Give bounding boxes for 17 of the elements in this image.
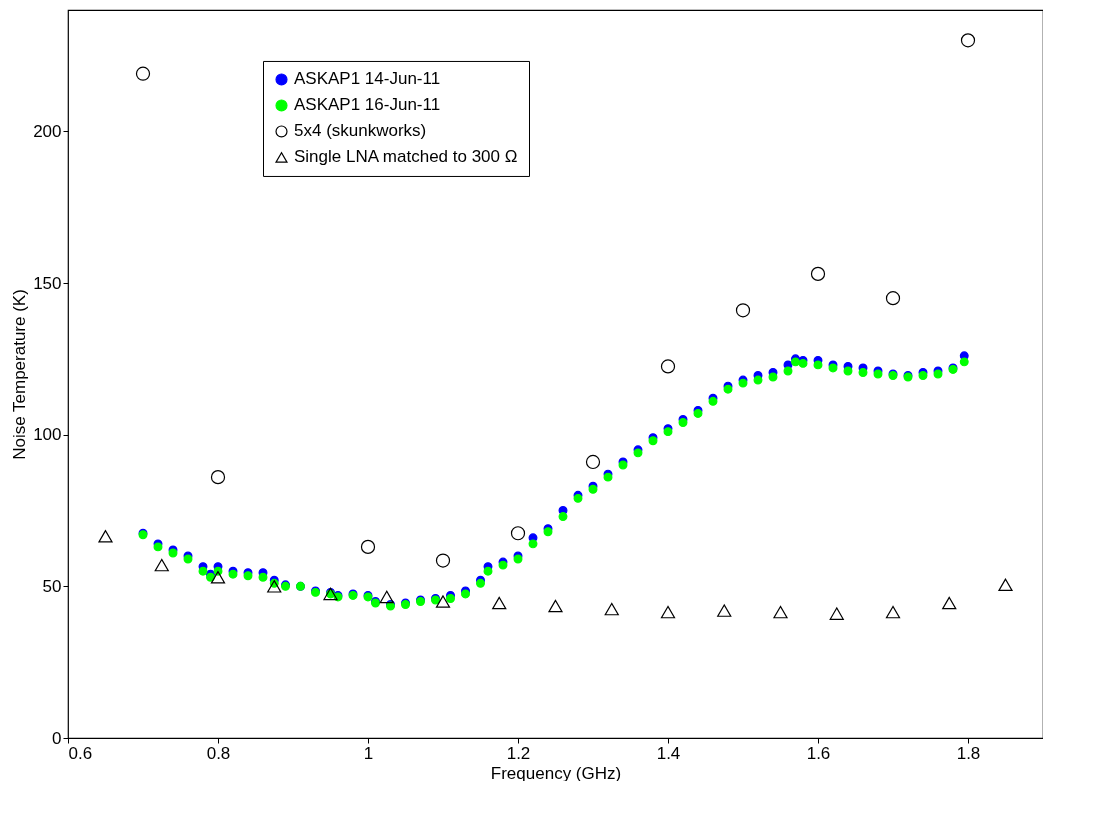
y-tick-label: 50 bbox=[42, 576, 62, 596]
legend-label: ASKAP1 16-Jun-11 bbox=[294, 95, 441, 115]
legend-label: Single LNA matched to 300 Ω bbox=[294, 147, 518, 167]
x-tick-label: 1 bbox=[363, 743, 374, 763]
y-tick-label: 200 bbox=[33, 121, 62, 141]
legend-label: ASKAP1 14-Jun-11 bbox=[294, 69, 441, 89]
x-tick-label: 1.2 bbox=[506, 743, 531, 763]
y-axis-title: Noise Temperature (K) bbox=[10, 289, 30, 460]
x-tick-label: 1.4 bbox=[656, 743, 681, 763]
x-tick-label: 1.8 bbox=[956, 743, 981, 763]
x-tick-label: 0.8 bbox=[206, 743, 231, 763]
y-tick-label: 150 bbox=[33, 273, 62, 293]
x-tick-label: 0.6 bbox=[68, 743, 93, 763]
x-tick-label: 1.6 bbox=[806, 743, 831, 763]
legend-label: 5x4 (skunkworks) bbox=[294, 121, 427, 141]
y-tick-label: 100 bbox=[33, 425, 62, 445]
y-tick-label: 0 bbox=[52, 728, 62, 748]
